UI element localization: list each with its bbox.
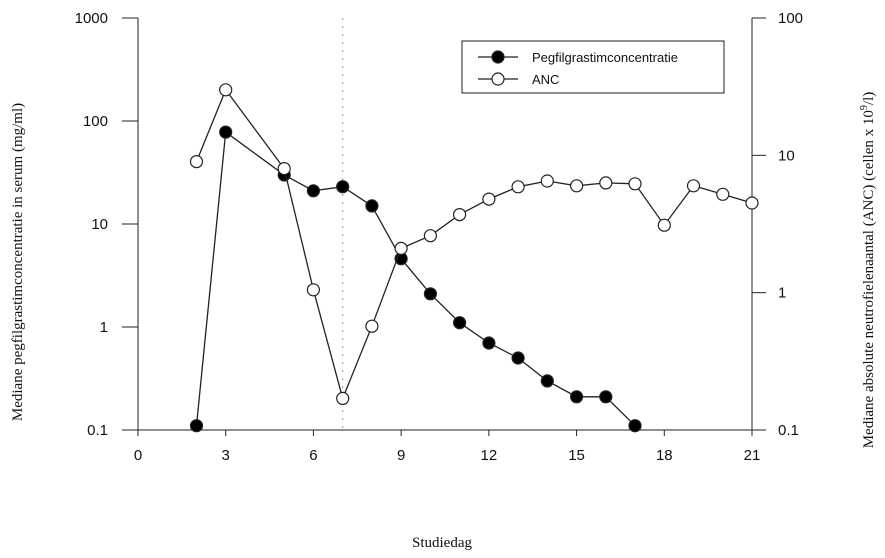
pegfilgrastim-point — [569, 390, 584, 404]
legend-pegfilgrastim-marker — [491, 50, 505, 64]
legend-pegfilgrastim-label: Pegfilgrastimconcentratie — [532, 50, 678, 65]
pegfilgrastim-point — [365, 199, 379, 213]
anc-point — [482, 192, 496, 206]
anc-point — [540, 174, 554, 188]
legend: Pegfilgrastimconcentratie ANC — [461, 40, 725, 94]
pegfilgrastim-point — [423, 287, 437, 301]
pegfilgrastim-point — [540, 374, 554, 388]
pegfilgrastim-point — [306, 184, 320, 198]
anc-point — [189, 155, 204, 169]
pegfilgrastim-point — [453, 316, 467, 330]
legend-box — [461, 40, 725, 94]
axis-titles: Studiedag Mediane pegfilgrastimconcentrat… — [10, 92, 877, 551]
series-line-anc — [195, 88, 753, 401]
y-right-tick-label: 10 — [778, 147, 795, 164]
axes-layer: 0 3 6 9 12 15 18 21 1000 100 10 1 0.1 100 10 1 0.1 — [75, 10, 803, 464]
pegfilgrastim-point — [511, 351, 525, 365]
y-right-axis-title-sup: 9 — [859, 105, 870, 110]
pegfilgrastim-point — [189, 419, 204, 433]
anc-point — [745, 196, 759, 210]
anc-point — [336, 391, 350, 405]
anc-point — [511, 180, 525, 194]
anc-point — [219, 83, 233, 97]
y-right-axis-title-suffix: /l) — [861, 92, 877, 105]
anc-point — [569, 179, 584, 193]
y-left-axis-title: Mediane pegfilgrastimconcentratie in ser… — [10, 103, 26, 421]
y-right-tick-label: 0.1 — [778, 422, 799, 439]
x-tick-label: 21 — [744, 447, 761, 464]
y-left-tick-label: 1000 — [75, 10, 108, 27]
legend-anc-label: ANC — [532, 72, 559, 87]
y-left-tick-label: 100 — [83, 113, 108, 130]
y-left-tick-label: 0.1 — [87, 422, 108, 439]
x-tick-label: 9 — [397, 447, 405, 464]
pegfilgrastim-point — [628, 419, 642, 433]
anc-point — [423, 229, 437, 243]
anc-point — [453, 208, 467, 222]
x-tick-label: 6 — [309, 447, 317, 464]
x-tick-label: 12 — [481, 447, 498, 464]
anc-point — [628, 177, 642, 191]
y-right-tick-label: 100 — [778, 10, 803, 27]
y-right-axis-title-main: Mediane absolute neutrofielenaantal (ANC… — [861, 110, 877, 448]
anc-point — [686, 179, 701, 193]
y-right-tick-label: 1 — [778, 285, 786, 302]
pegfilgrastim-point — [219, 125, 233, 139]
x-axis-title: Studiedag — [412, 535, 472, 551]
anc-point — [365, 319, 379, 333]
anc-point — [716, 187, 730, 201]
x-tick-label: 15 — [568, 447, 585, 464]
y-right-axis-title: Mediane absolute neutrofielenaantal (ANC… — [859, 92, 877, 449]
x-tick-label: 0 — [134, 447, 142, 464]
anc-point — [599, 176, 613, 190]
y-left-tick-label: 10 — [91, 216, 108, 233]
series-line-pegfilgrastim — [195, 130, 636, 427]
anc-point — [394, 241, 408, 255]
x-tick-label: 3 — [222, 447, 230, 464]
pegfilgrastim-point — [482, 336, 496, 350]
anc-point — [306, 283, 320, 297]
pegfilgrastim-point — [336, 180, 350, 194]
anc-point — [657, 218, 671, 232]
y-left-tick-label: 1 — [100, 319, 108, 336]
x-tick-label: 18 — [656, 447, 673, 464]
series-layer — [189, 83, 759, 433]
legend-anc-marker — [491, 72, 505, 86]
anc-point — [277, 162, 291, 176]
pegfilgrastim-point — [599, 390, 613, 404]
